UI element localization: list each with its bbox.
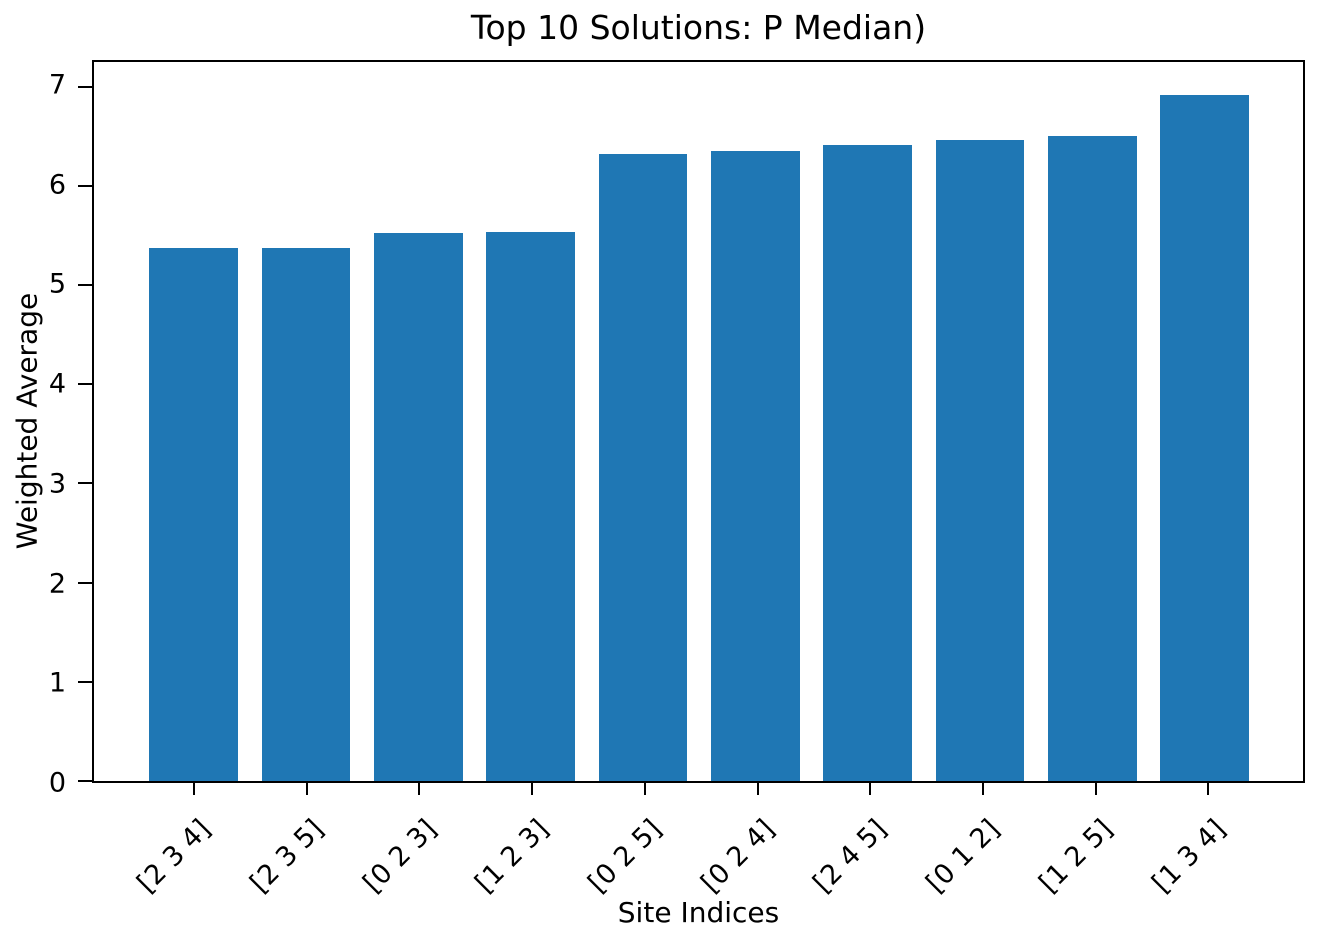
- x-tick-label: [0 2 4]: [695, 813, 781, 899]
- y-tick-label: 0: [48, 767, 66, 799]
- x-axis-label: Site Indices: [617, 896, 780, 929]
- x-tick-mark: [869, 783, 872, 795]
- bar: [1047, 136, 1137, 781]
- y-tick-label: 2: [48, 568, 66, 600]
- x-tick-mark: [756, 783, 759, 795]
- bar: [486, 231, 575, 781]
- bar: [823, 145, 912, 781]
- x-tick-label: [0 2 5]: [582, 813, 668, 899]
- x-tick-mark: [981, 783, 984, 795]
- x-tick-label: [2 4 5]: [807, 813, 894, 899]
- y-tick-mark: [78, 482, 92, 485]
- y-tick-mark: [78, 184, 92, 187]
- y-tick-mark: [78, 680, 92, 683]
- bar: [373, 232, 463, 781]
- x-tick-label: [1 2 5]: [1033, 813, 1119, 899]
- x-tick-mark: [305, 783, 308, 795]
- y-tick-label: 3: [48, 468, 66, 500]
- x-tick-mark: [531, 783, 534, 795]
- bar: [598, 154, 688, 781]
- y-tick-label: 6: [48, 169, 66, 201]
- y-tick-label: 7: [48, 69, 66, 101]
- y-tick-mark: [78, 383, 92, 386]
- y-tick-label: 1: [48, 667, 66, 699]
- bar: [1160, 94, 1249, 781]
- x-tick-label: [1 3 4]: [1145, 813, 1232, 899]
- x-tick-mark: [1207, 783, 1210, 795]
- x-tick-label: [0 2 3]: [356, 813, 443, 899]
- x-tick-labels: [2 3 4] [2 3 5] [0 2 3] [1 2 3] [0 2 5] [0 2 …: [92, 797, 1305, 899]
- y-tick-mark: [78, 780, 92, 782]
- y-tick-label: 4: [48, 368, 66, 400]
- x-tick-label: [1 2 3]: [469, 813, 556, 899]
- y-tick-mark: [78, 85, 92, 88]
- bar: [149, 248, 239, 781]
- bar: [710, 151, 800, 781]
- x-tick-mark: [643, 783, 646, 795]
- bar: [935, 140, 1025, 781]
- x-tick-label: [2 3 4]: [131, 813, 217, 899]
- bar: [261, 248, 351, 781]
- x-tick-mark: [1094, 783, 1097, 795]
- y-tick-mark: [78, 284, 92, 287]
- x-tick-label: [0 1 2]: [920, 813, 1006, 899]
- x-tick-mark: [418, 783, 421, 795]
- y-tick-mark: [78, 581, 92, 584]
- plot-area: [78, 60, 1305, 795]
- y-tick-labels: 0 1 2 3 4 5 6 7: [0, 60, 92, 796]
- chart-title: Top 10 Solutions: P Median): [470, 8, 927, 47]
- y-tick-label: 5: [48, 268, 66, 300]
- x-tick-mark: [193, 783, 195, 795]
- x-tick-label: [2 3 5]: [244, 813, 330, 899]
